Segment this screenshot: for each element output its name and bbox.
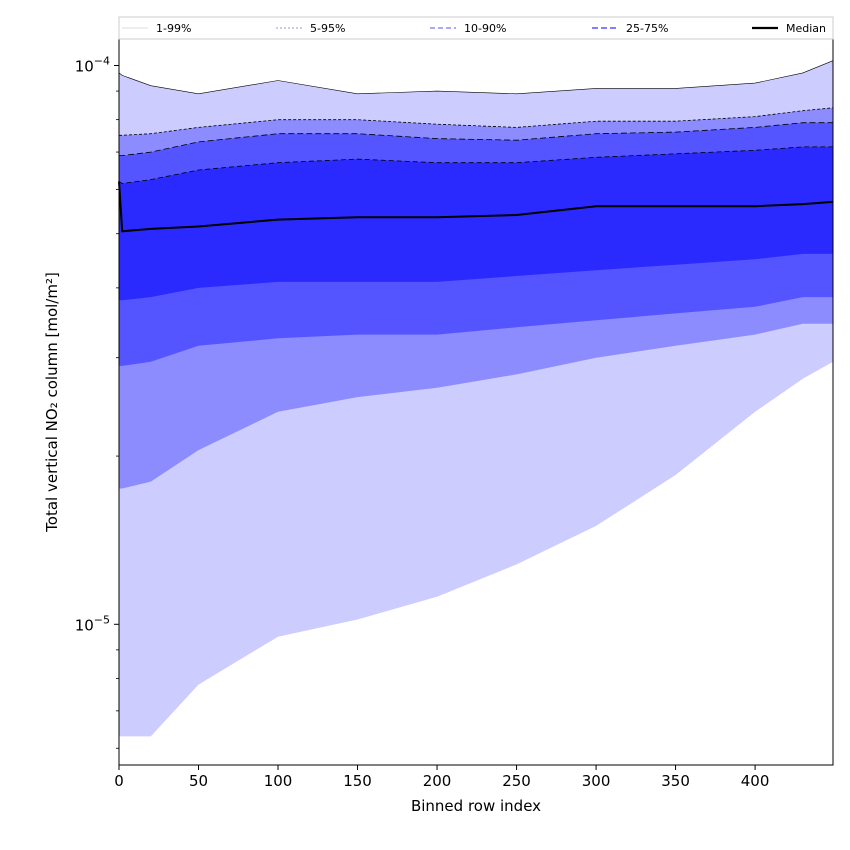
x-tick-label: 400 <box>741 772 770 790</box>
legend-label: 10-90% <box>464 22 506 35</box>
chart: 0 50 100 150 200 250 300 350 400 10−5 10−4 1-99% 5… <box>0 0 850 850</box>
x-axis-ticks: 0 50 100 150 200 250 300 350 400 <box>114 765 769 790</box>
legend-label: Median <box>786 22 826 35</box>
y-tick-label: 10−4 <box>75 55 110 76</box>
x-tick-label: 350 <box>661 772 690 790</box>
percentile-bands <box>119 61 833 737</box>
y-axis-label: Total vertical NO₂ column [mol/m²] <box>43 272 61 533</box>
legend-label: 5-95% <box>310 22 345 35</box>
x-tick-label: 200 <box>423 772 452 790</box>
y-tick-label: 10−5 <box>75 613 110 634</box>
legend: 1-99% 5-95% 10-90% 25-75% Median <box>119 17 833 39</box>
x-tick-label: 250 <box>502 772 531 790</box>
legend-label: 1-99% <box>156 22 191 35</box>
x-tick-label: 150 <box>343 772 372 790</box>
y-axis-ticks: 10−5 10−4 <box>75 55 119 749</box>
x-tick-label: 100 <box>264 772 293 790</box>
x-tick-label: 300 <box>582 772 611 790</box>
legend-label: 25-75% <box>626 22 668 35</box>
x-axis-label: Binned row index <box>411 797 541 815</box>
x-tick-label: 50 <box>189 772 208 790</box>
x-tick-label: 0 <box>114 772 124 790</box>
